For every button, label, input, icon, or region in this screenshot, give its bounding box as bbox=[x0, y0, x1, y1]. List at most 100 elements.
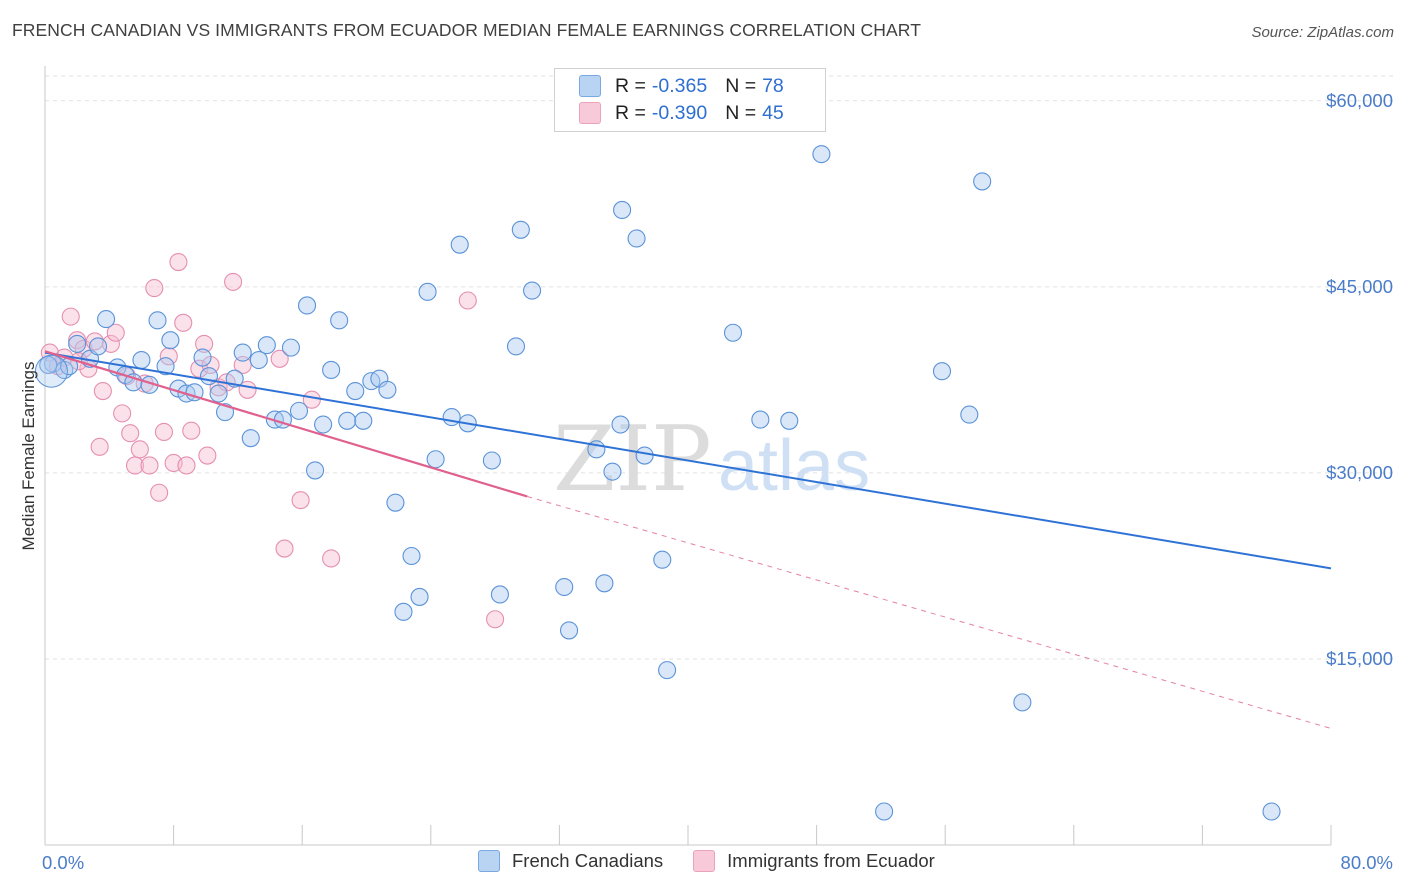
legend-swatch-pink bbox=[693, 850, 716, 872]
french-canadian-point bbox=[960, 405, 979, 424]
french-canadian-point bbox=[751, 410, 770, 429]
series-french-canadian-points bbox=[34, 145, 1281, 821]
french-canadian-point bbox=[627, 229, 646, 248]
french-canadian-point bbox=[506, 337, 526, 356]
french-canadian-point bbox=[132, 350, 151, 370]
french-canadian-point bbox=[257, 336, 276, 355]
french-canadian-point bbox=[354, 411, 373, 430]
french-canadian-point bbox=[68, 334, 87, 353]
ecuador-point bbox=[322, 549, 341, 568]
french-canadian-point bbox=[241, 429, 260, 448]
french-canadian-point bbox=[511, 220, 530, 239]
french-canadian-point bbox=[297, 296, 317, 315]
ecuador-point bbox=[195, 334, 214, 353]
x-tick-label-min: 0.0% bbox=[42, 852, 84, 873]
ecuador-point bbox=[270, 349, 289, 368]
ecuador-point bbox=[85, 332, 104, 351]
y-tick-label: $45,000 bbox=[1326, 276, 1393, 297]
ecuador-point bbox=[169, 252, 188, 272]
x-tick-label-max: 80.0% bbox=[1341, 852, 1393, 873]
french-canadian-point bbox=[289, 401, 309, 420]
french-canadian-point bbox=[595, 574, 614, 593]
french-canadian-point bbox=[635, 446, 654, 465]
ecuador-point bbox=[113, 404, 132, 423]
french-canadian-point bbox=[314, 415, 333, 434]
trend-lines bbox=[44, 350, 1332, 729]
french-canadian-point bbox=[490, 585, 509, 604]
axes bbox=[44, 66, 1332, 846]
french-canadian-point bbox=[249, 350, 268, 370]
ecuador-point bbox=[486, 610, 505, 629]
ecuador-point bbox=[182, 421, 201, 440]
french-canadian-point bbox=[410, 587, 429, 606]
ecuador-point bbox=[93, 381, 112, 401]
source-label: Source: ZipAtlas.com bbox=[1251, 24, 1394, 41]
ecuador-point bbox=[106, 323, 125, 342]
ecuador-point bbox=[224, 272, 243, 291]
french-canadian-point bbox=[658, 661, 677, 680]
legend-row-french-canadians: R = -0.365 N = 78 bbox=[579, 73, 784, 99]
y-tick-label: $30,000 bbox=[1326, 462, 1393, 483]
ecuador-point bbox=[90, 437, 109, 456]
french-canadian-point bbox=[1013, 693, 1032, 712]
legend-r-label: R = bbox=[615, 101, 646, 124]
ecuador-point bbox=[145, 279, 164, 298]
ecuador-point bbox=[458, 291, 477, 310]
watermark: ZIP atlas bbox=[553, 407, 870, 512]
ecuador-point bbox=[61, 307, 80, 326]
chart-title: FRENCH CANADIAN VS IMMIGRANTS FROM ECUAD… bbox=[12, 20, 921, 40]
ecuador-point bbox=[130, 440, 149, 459]
ecuador-point bbox=[174, 313, 193, 332]
y-tick-label: $15,000 bbox=[1326, 648, 1393, 669]
french-canadian-point bbox=[386, 493, 405, 512]
french-canadian-point bbox=[156, 357, 175, 376]
french-canadian-point bbox=[148, 311, 167, 330]
french-canadian-point bbox=[442, 408, 461, 427]
ecuador-point bbox=[159, 347, 178, 366]
legend-item-ecuador[interactable]: Immigrants from Ecuador bbox=[693, 850, 935, 872]
french-canadian-point bbox=[306, 461, 325, 480]
french-canadian-point bbox=[330, 311, 349, 330]
french-canadian-point bbox=[932, 362, 952, 381]
french-canadian-point bbox=[611, 415, 630, 434]
french-canadian-cluster-point bbox=[34, 354, 68, 388]
ecuador-point bbox=[154, 422, 174, 442]
french-canadian-point bbox=[322, 360, 341, 380]
french-canadian-point bbox=[555, 577, 574, 597]
french-canadian-point bbox=[723, 323, 743, 342]
french-canadian-point bbox=[973, 172, 992, 191]
legend-label: French Canadians bbox=[512, 850, 664, 871]
french-canadian-point bbox=[482, 451, 501, 470]
legend-row-ecuador: R = -0.390 N = 45 bbox=[579, 100, 784, 126]
legend-r-value: -0.365 bbox=[651, 74, 708, 97]
french-canadian-point bbox=[812, 145, 831, 164]
legend-swatch-blue bbox=[579, 75, 601, 97]
ecuador-point bbox=[198, 446, 217, 465]
ecuador-point bbox=[140, 456, 159, 475]
legend-r-label: R = bbox=[615, 74, 646, 97]
ecuador-point bbox=[291, 491, 310, 510]
french-canadian-point bbox=[97, 310, 116, 329]
french-canadian-point bbox=[39, 355, 58, 375]
french-canadian-point bbox=[653, 550, 672, 569]
y-axis-title: Median Female Earnings bbox=[19, 362, 38, 551]
french-canadian-trend-line bbox=[44, 351, 1332, 570]
french-canadian-point bbox=[875, 802, 894, 821]
ecuador-point bbox=[121, 424, 140, 443]
y-tick-label: $60,000 bbox=[1326, 90, 1393, 111]
ecuador-trend-line bbox=[44, 350, 528, 498]
french-canadian-point bbox=[161, 331, 180, 350]
french-canadian-point bbox=[603, 462, 622, 481]
legend-n-value: 45 bbox=[762, 101, 784, 124]
legend-swatch-pink bbox=[579, 102, 601, 124]
ecuador-point bbox=[275, 539, 294, 558]
french-canadian-point bbox=[426, 450, 445, 469]
correlation-legend: R = -0.365 N = 78 R = -0.390 N = 45 bbox=[554, 68, 826, 132]
french-canadian-point bbox=[233, 343, 252, 362]
french-canadian-point bbox=[523, 281, 542, 300]
ecuador-point bbox=[190, 359, 209, 378]
french-canadian-point bbox=[346, 381, 365, 401]
legend-item-french-canadians[interactable]: French Canadians bbox=[478, 850, 663, 872]
legend-n-value: 78 bbox=[762, 74, 784, 97]
